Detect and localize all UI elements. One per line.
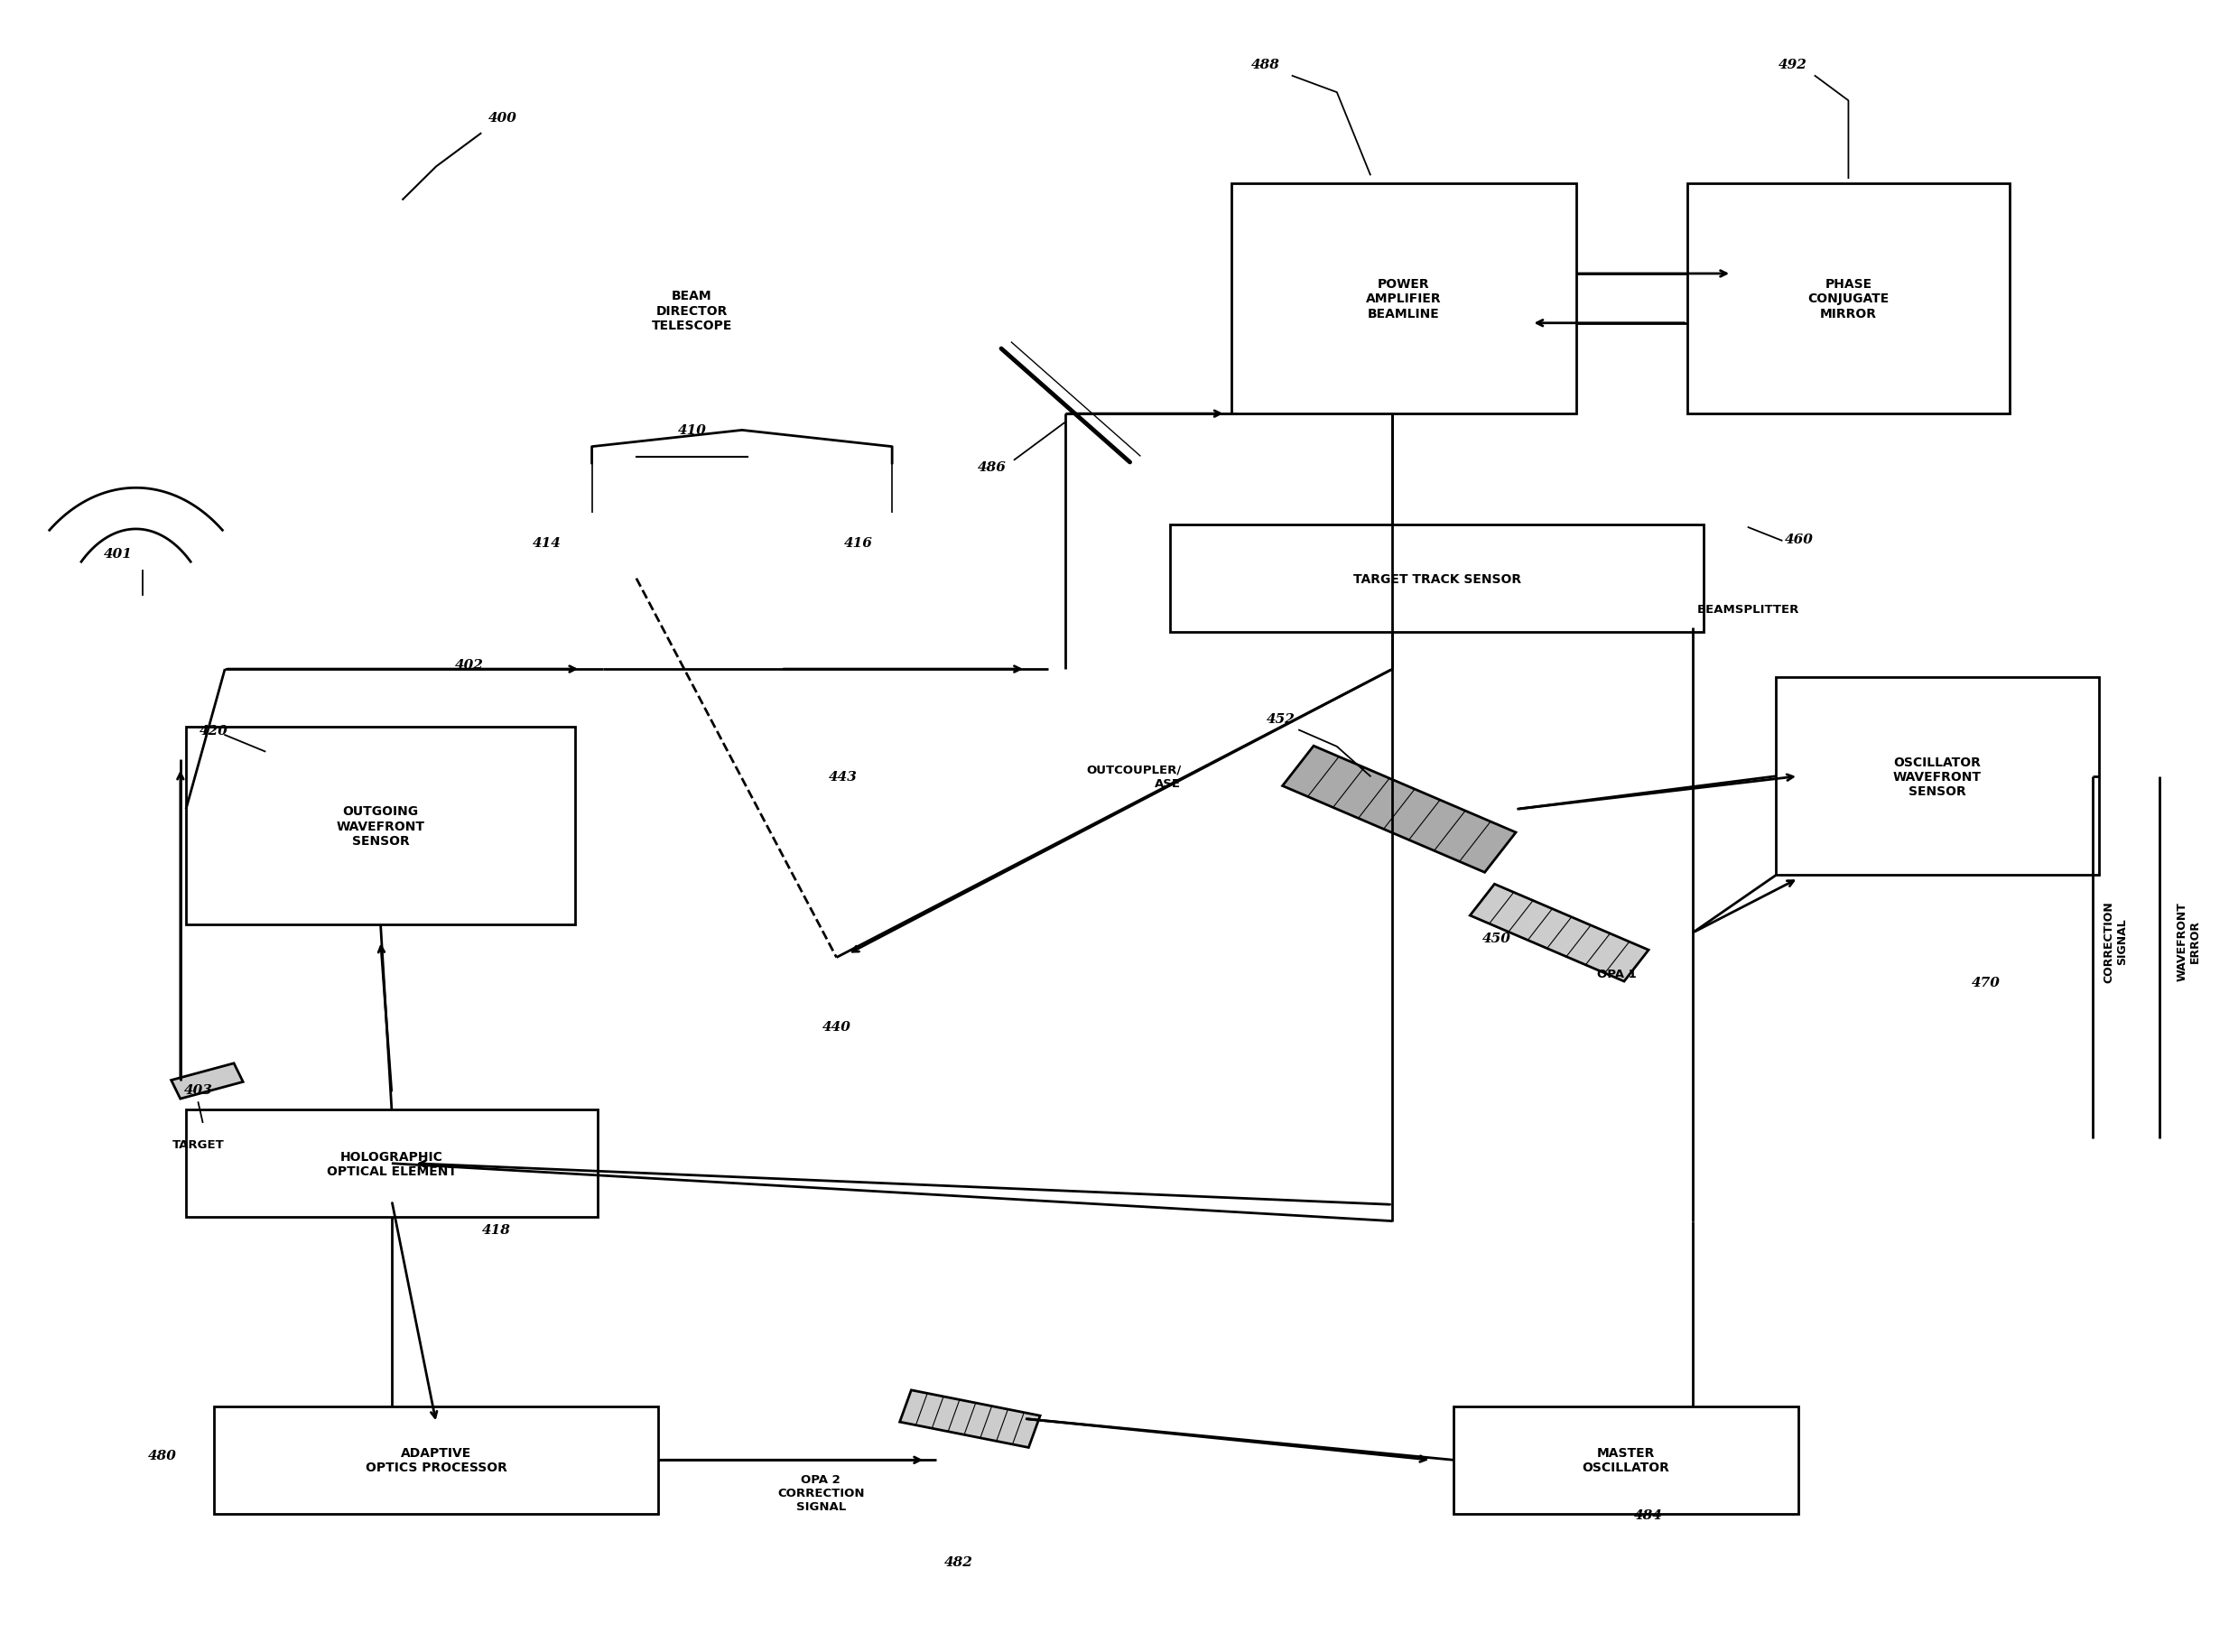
- Text: 402: 402: [455, 657, 484, 671]
- Text: 420: 420: [198, 724, 227, 737]
- Text: HOLOGRAPHIC
OPTICAL ELEMENT: HOLOGRAPHIC OPTICAL ELEMENT: [328, 1150, 457, 1178]
- Bar: [214, 1406, 658, 1513]
- Polygon shape: [1469, 884, 1649, 981]
- Polygon shape: [1282, 747, 1516, 872]
- Text: OUTCOUPLER/
ASE: OUTCOUPLER/ ASE: [1086, 763, 1181, 790]
- Text: 443: 443: [829, 770, 858, 783]
- Bar: [185, 727, 575, 925]
- Text: PHASE
CONJUGATE
MIRROR: PHASE CONJUGATE MIRROR: [1808, 278, 1890, 320]
- Bar: [1170, 525, 1703, 633]
- Text: 401: 401: [105, 548, 132, 560]
- Text: OSCILLATOR
WAVEFRONT
SENSOR: OSCILLATOR WAVEFRONT SENSOR: [1892, 755, 1982, 798]
- Text: OUTGOING
WAVEFRONT
SENSOR: OUTGOING WAVEFRONT SENSOR: [337, 805, 426, 847]
- Text: 410: 410: [678, 425, 707, 438]
- Text: 452: 452: [1266, 712, 1295, 725]
- Text: 440: 440: [823, 1021, 851, 1032]
- Text: 484: 484: [1634, 1508, 1663, 1521]
- Text: 492: 492: [1779, 59, 1808, 71]
- Text: 403: 403: [183, 1084, 212, 1095]
- Polygon shape: [172, 1064, 243, 1099]
- Text: 416: 416: [845, 537, 874, 548]
- Bar: [1687, 183, 2011, 415]
- Text: ADAPTIVE
OPTICS PROCESSOR: ADAPTIVE OPTICS PROCESSOR: [366, 1447, 506, 1474]
- Bar: [1230, 183, 1576, 415]
- Text: TARGET: TARGET: [172, 1138, 225, 1151]
- Text: 418: 418: [481, 1222, 510, 1236]
- Text: MASTER
OSCILLATOR: MASTER OSCILLATOR: [1583, 1447, 1670, 1474]
- Text: 414: 414: [533, 537, 562, 548]
- Text: 486: 486: [979, 461, 1008, 472]
- Text: 480: 480: [149, 1449, 176, 1462]
- Text: CORRECTION
SIGNAL: CORRECTION SIGNAL: [2102, 900, 2129, 983]
- Text: 400: 400: [488, 111, 517, 124]
- Text: TARGET TRACK SENSOR: TARGET TRACK SENSOR: [1353, 573, 1520, 585]
- Text: WAVEFRONT
ERROR: WAVEFRONT ERROR: [2176, 902, 2202, 981]
- Text: 488: 488: [1250, 59, 1279, 71]
- Bar: [1453, 1406, 1799, 1513]
- Text: 460: 460: [1785, 534, 1814, 545]
- Text: 470: 470: [1973, 976, 2002, 990]
- Text: 450: 450: [1482, 932, 1511, 945]
- Bar: [185, 1110, 597, 1218]
- Text: POWER
AMPLIFIER
BEAMLINE: POWER AMPLIFIER BEAMLINE: [1366, 278, 1442, 320]
- Text: BEAM
DIRECTOR
TELESCOPE: BEAM DIRECTOR TELESCOPE: [651, 291, 733, 332]
- Text: BEAMSPLITTER: BEAMSPLITTER: [1696, 603, 1799, 615]
- Text: 482: 482: [945, 1556, 974, 1568]
- Bar: [1777, 677, 2100, 876]
- Polygon shape: [901, 1391, 1041, 1447]
- Text: OPA 1: OPA 1: [1598, 968, 1636, 980]
- Text: OPA 2
CORRECTION
SIGNAL: OPA 2 CORRECTION SIGNAL: [778, 1474, 865, 1513]
